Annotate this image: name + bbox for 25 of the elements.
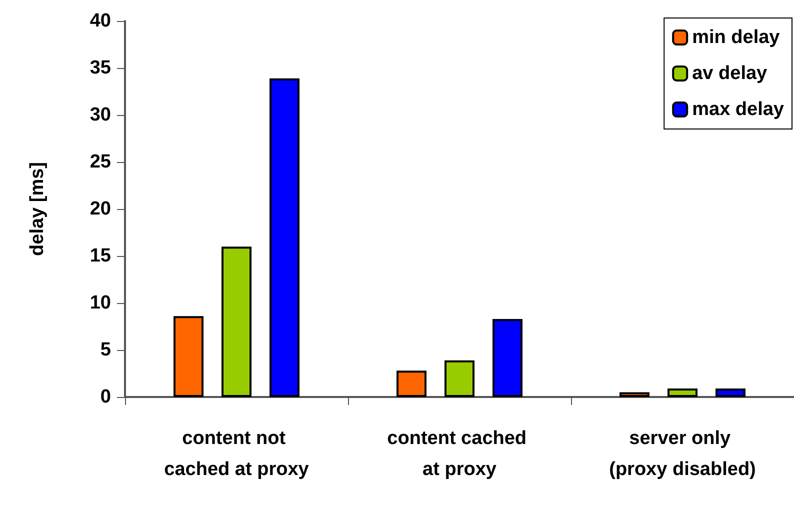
y-tick-label: 40 <box>90 10 111 32</box>
y-tick-label: 15 <box>90 246 112 266</box>
bar <box>620 392 650 397</box>
bar <box>270 78 300 397</box>
bar <box>668 388 698 397</box>
y-tick-label: 20 <box>90 198 111 220</box>
y-tick-label: 30 <box>90 104 111 126</box>
y-tick-label: 0 <box>100 386 111 408</box>
legend-label: max delay <box>692 99 784 120</box>
legend-label: av delay <box>692 63 768 84</box>
x-tick-label: server only (proxy disabled) <box>609 428 756 480</box>
x-tick-label: content not cached at proxy <box>164 428 310 480</box>
bar <box>716 388 746 397</box>
bar <box>174 316 204 397</box>
y-tick-label: 5 <box>100 340 112 360</box>
bar <box>492 318 522 397</box>
bar <box>444 360 474 397</box>
bar <box>396 370 426 397</box>
bar <box>222 246 252 397</box>
x-tick-label: content cached at proxy <box>387 428 532 480</box>
y-tick-label: 35 <box>90 58 112 78</box>
y-axis-title: delay [ms] <box>27 162 48 256</box>
y-tick-label: 10 <box>90 292 111 314</box>
legend-label: min delay <box>692 27 780 48</box>
y-tick-label: 25 <box>90 152 112 172</box>
